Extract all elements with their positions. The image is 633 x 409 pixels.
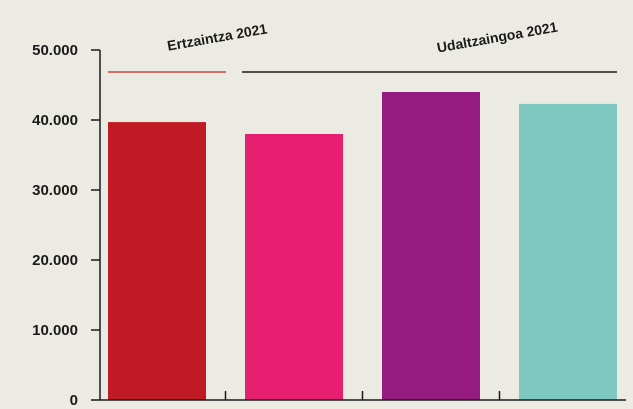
- group-label: Udaltzaingoa 2021: [436, 19, 559, 56]
- y-tick-label: 10.000: [32, 322, 78, 339]
- y-tick-label: 0: [70, 392, 78, 409]
- x-axis-ticks: [224, 391, 501, 400]
- y-axis-ticks: 0 10.000 20.000 30.000 40.000 50.000: [32, 42, 100, 409]
- bar: [245, 134, 343, 400]
- bar: [519, 103, 617, 401]
- y-tick-label: 30.000: [32, 182, 78, 199]
- y-tick-label: 20.000: [32, 252, 78, 269]
- bars: [108, 92, 617, 401]
- group-labels: Ertzaintza 2021 Udaltzaingoa 2021: [108, 19, 617, 73]
- group-label: Ertzaintza 2021: [166, 20, 269, 53]
- bar: [108, 122, 206, 400]
- y-tick-label: 40.000: [32, 112, 78, 129]
- y-tick-label: 50.000: [32, 42, 78, 59]
- bar: [382, 92, 480, 400]
